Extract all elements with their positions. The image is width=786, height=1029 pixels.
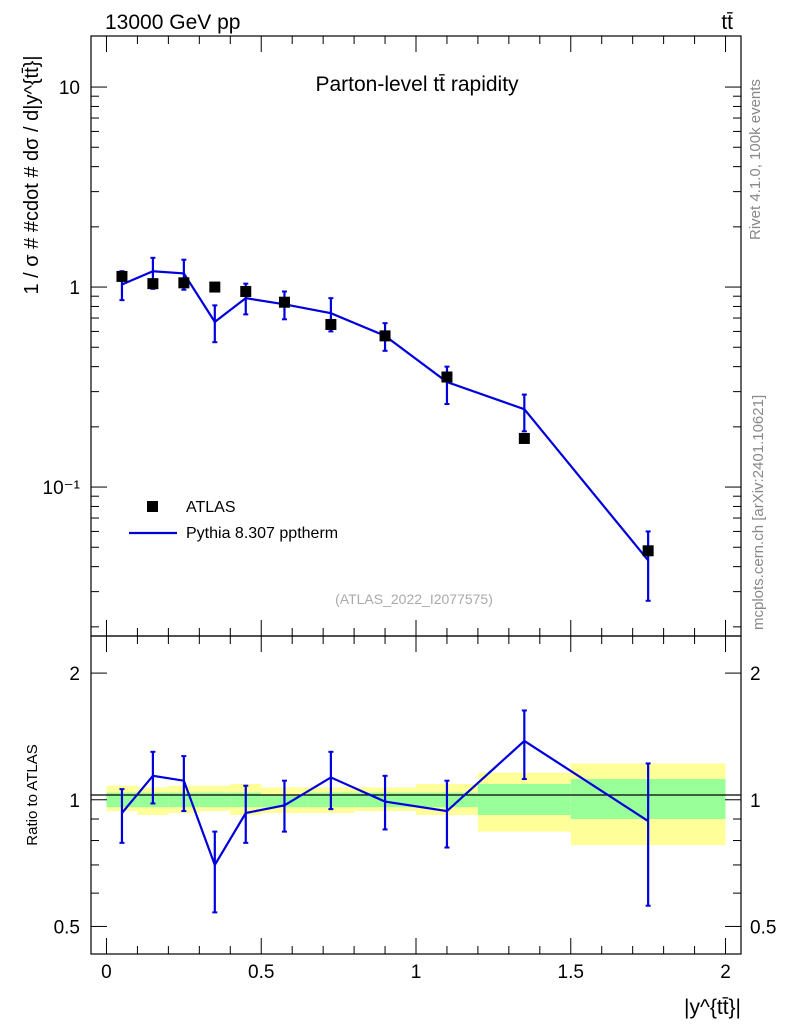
main-y-tick-label: 10⁻¹ xyxy=(43,478,81,499)
ratio-y-axis-label: Ratio to ATLAS xyxy=(24,744,41,845)
atlas-data-point xyxy=(209,281,221,293)
ratio-band-inner xyxy=(477,784,571,816)
ratio-panel-frame xyxy=(90,635,742,955)
ratio-panel-data xyxy=(119,709,651,914)
x-axis-label: |y^{tt̄}| xyxy=(684,996,741,1019)
atlas-data-point xyxy=(379,330,391,342)
ratio-panel-ticks: 0 0.5 1 1.5 2 2 2 1 1 0.5 0.5 xyxy=(54,636,776,983)
x-tick-label: 1.5 xyxy=(558,962,584,983)
atlas-data-point xyxy=(278,296,290,308)
ratio-y-tick-label: 2 xyxy=(69,664,80,685)
pythia-line xyxy=(121,270,649,562)
main-chart-title: Parton-level tt̄ rapidity xyxy=(315,73,519,96)
legend-pythia-label: Pythia 8.307 pptherm xyxy=(186,525,338,542)
ratio-y-tick-label: 1 xyxy=(69,791,80,812)
rivet-label: Rivet 4.1.0, 100k events xyxy=(747,79,764,240)
main-panel-ticks: 10 1 10⁻¹ xyxy=(43,36,741,636)
ratio-uncertainty-bands xyxy=(106,763,726,846)
ratio-y-tick-label-right: 1 xyxy=(750,791,761,812)
atlas-data-point xyxy=(116,270,128,282)
x-tick-label: 2 xyxy=(720,962,731,983)
atlas-data-point xyxy=(441,371,453,383)
main-y-axis-label: 1 / σ # #cdot # dσ / d|y^{tt̄}| xyxy=(21,55,43,294)
analysis-watermark: (ATLAS_2022_I2077575) xyxy=(335,591,493,607)
atlas-data-point xyxy=(178,277,190,289)
ratio-band-inner xyxy=(199,792,231,808)
legend-atlas-marker xyxy=(147,501,158,512)
main-y-tick-label: 10 xyxy=(59,78,80,99)
source-label: mcplots.cern.ch [arXiv:2401.10621] xyxy=(750,395,767,630)
x-tick-label: 1 xyxy=(411,962,422,983)
ratio-y-tick-label-right: 0.5 xyxy=(750,917,776,938)
atlas-data-point xyxy=(325,318,337,330)
x-tick-label: 0 xyxy=(101,962,112,983)
atlas-data-point xyxy=(518,432,530,444)
main-panel-data xyxy=(116,256,654,602)
ratio-y-tick-label-right: 2 xyxy=(750,664,761,685)
atlas-data-point xyxy=(240,286,252,298)
legend-atlas-label: ATLAS xyxy=(186,499,236,516)
main-y-tick-label: 1 xyxy=(69,278,80,299)
header-right: tt̄ xyxy=(721,11,733,34)
ratio-y-tick-label: 0.5 xyxy=(54,917,80,938)
header-left: 13000 GeV pp xyxy=(105,11,240,34)
atlas-data-point xyxy=(642,545,654,557)
x-tick-label: 0.5 xyxy=(248,962,274,983)
atlas-data-point xyxy=(147,278,159,290)
